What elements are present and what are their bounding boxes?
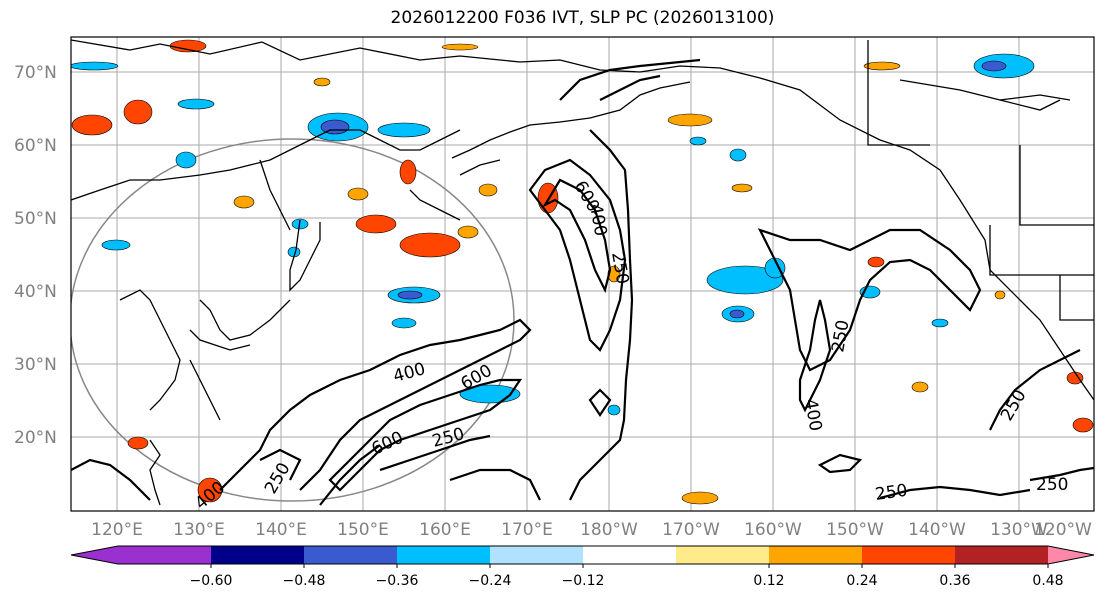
- colorbar-segment: [397, 546, 491, 564]
- colorbar-segment: [955, 546, 1049, 564]
- lon-label: 150°W: [826, 520, 884, 540]
- lat-label: 60°N: [14, 136, 57, 156]
- coastlines: [71, 39, 1094, 506]
- colorbar-segment: [676, 546, 770, 564]
- lon-label: 170°W: [662, 520, 720, 540]
- colorbar-tick-label: −0.60: [190, 573, 233, 589]
- map-frame: [70, 36, 1095, 512]
- lon-label: 140°W: [908, 520, 966, 540]
- slp-contours: [71, 58, 1094, 506]
- lat-label: 30°N: [14, 355, 57, 375]
- colorbar-tick-label: −0.12: [562, 573, 605, 589]
- colorbar-segment: [490, 546, 584, 564]
- lon-label: 140°E: [255, 520, 307, 540]
- lat-label: 70°N: [14, 63, 57, 83]
- lon-label: 180°W: [580, 520, 638, 540]
- lon-label: 120°E: [91, 520, 143, 540]
- colorbar-segment: [769, 546, 863, 564]
- range-circle: [71, 138, 515, 502]
- colorbar-tick-label: 0.12: [753, 573, 784, 589]
- lon-label: 170°E: [501, 520, 553, 540]
- lon-label: 130°E: [173, 520, 225, 540]
- colorbar-tick-label: 0.24: [846, 573, 877, 589]
- colorbar-tick-label: 0.48: [1032, 573, 1063, 589]
- colorbar-segment: [583, 546, 677, 564]
- colorbar-segment: [1048, 546, 1094, 564]
- colorbar-tick-label: 0.36: [939, 573, 970, 589]
- map-title: 2026012200 F036 IVT, SLP PC (2026013100): [390, 8, 775, 28]
- colorbar-tick-label: −0.24: [469, 573, 512, 589]
- colorbar-segment: [71, 546, 211, 564]
- lon-label: 160°W: [744, 520, 802, 540]
- lat-label: 40°N: [14, 282, 57, 302]
- lon-label: 150°E: [337, 520, 389, 540]
- gridlines: [71, 37, 1094, 511]
- map-panel: 600 400 250 250 600 400 600 250 250 400 …: [71, 37, 1094, 511]
- colorbar-outline: [70, 545, 1095, 565]
- colorbar: −0.60 −0.48 −0.36 −0.24 −0.12 0.12 0.24 0.36 0.4…: [70, 545, 1095, 589]
- lat-label: 50°N: [14, 209, 57, 229]
- lon-label: 120°W: [1034, 520, 1092, 540]
- contour-label: 250: [874, 481, 909, 505]
- colorbar-segment: [304, 546, 398, 564]
- lon-label: 160°E: [419, 520, 471, 540]
- colorbar-segment: [862, 546, 956, 564]
- colorbar-tick-label: −0.48: [283, 573, 326, 589]
- contour-label: 250: [1036, 475, 1068, 495]
- ivt-negative-anomalies: [71, 53, 1035, 416]
- latitude-labels: 70°N 60°N 50°N 40°N 30°N 20°N: [14, 63, 57, 448]
- colorbar-tick-label: −0.36: [376, 573, 419, 589]
- lon-label: 130°W: [990, 520, 1048, 540]
- colorbar-segment: [211, 546, 305, 564]
- lat-label: 20°N: [14, 428, 57, 448]
- longitude-labels: 120°E 130°E 140°E 150°E 160°E 170°E 180°…: [91, 520, 1092, 540]
